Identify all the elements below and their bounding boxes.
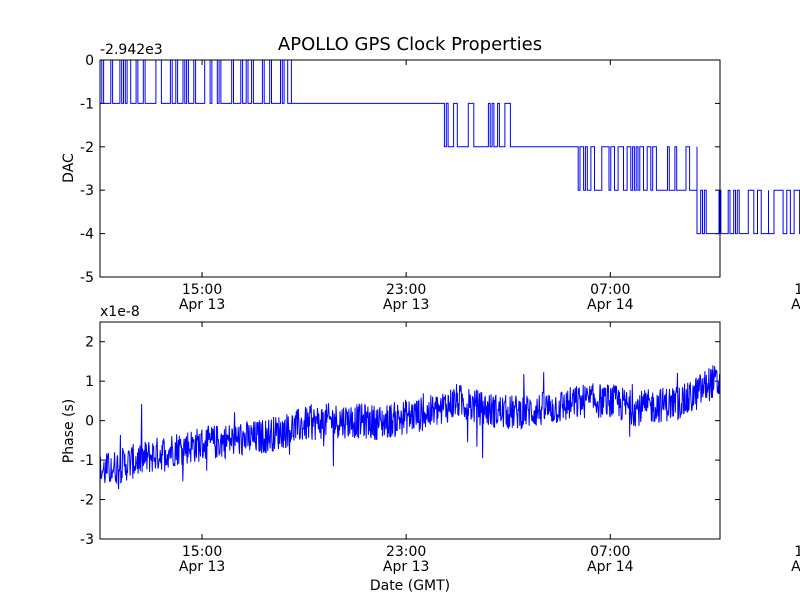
dac-x-tick-time: 07:00: [590, 282, 630, 298]
dac-y-axis-label: DAC: [61, 153, 77, 183]
chart-title: APOLLO GPS Clock Properties: [278, 34, 542, 55]
dac-y-ticks: 0 -1 -2 -3 -4 -5: [80, 53, 720, 286]
dac-x-tick-date: Apr 14: [791, 297, 800, 313]
phase-x-tick-date: Apr 13: [383, 559, 429, 575]
dac-x-tick-date: Apr 13: [179, 297, 225, 313]
phase-series: [99, 365, 721, 490]
phase-y-axis-label: Phase (s): [61, 399, 77, 463]
phase-y-tick-label: -2: [80, 493, 94, 509]
phase-y-tick-label: -1: [80, 453, 94, 469]
phase-y-tick-label: 0: [85, 414, 94, 430]
phase-y-ticks: 2 1 0 -1 -2 -3: [80, 335, 720, 548]
phase-axes-frame: [99, 321, 721, 540]
dac-x-tick-date: Apr 14: [587, 297, 634, 313]
dac-x-tick-date: Apr 13: [383, 297, 429, 313]
dac-y-tick-label: 0: [85, 53, 94, 69]
dac-y-tick-label: -1: [80, 96, 94, 112]
phase-x-tick-time: 15:00: [182, 544, 222, 560]
dac-y-tick-label: -4: [80, 227, 94, 243]
phase-series-line: [99, 365, 721, 490]
phase-x-tick-time: 15:00: [794, 544, 800, 560]
phase-x-tick-time: 23:00: [386, 544, 426, 560]
phase-x-tick-time: 07:00: [590, 544, 630, 560]
phase-offset-label: x1e-8: [100, 304, 140, 320]
phase-x-tick-date: Apr 13: [179, 559, 225, 575]
phase-x-axis-label: Date (GMT): [370, 578, 450, 594]
dac-y-tick-label: -5: [80, 270, 94, 286]
phase-y-tick-label: -3: [80, 532, 94, 548]
dac-x-tick-time: 23:00: [386, 282, 426, 298]
dac-axes-frame: [99, 59, 721, 278]
dac-y-tick-label: -2: [80, 140, 94, 156]
dac-x-tick-time: 15:00: [182, 282, 222, 298]
dac-x-tick-time: 15:00: [794, 282, 800, 298]
phase-y-tick-label: 1: [85, 374, 94, 390]
phase-y-tick-label: 2: [85, 335, 94, 351]
dac-offset-label: -2.942e3: [100, 42, 163, 58]
dac-y-tick-label: -3: [80, 183, 94, 199]
phase-x-tick-date: Apr 14: [587, 559, 634, 575]
phase-x-tick-date: Apr 14: [791, 559, 800, 575]
